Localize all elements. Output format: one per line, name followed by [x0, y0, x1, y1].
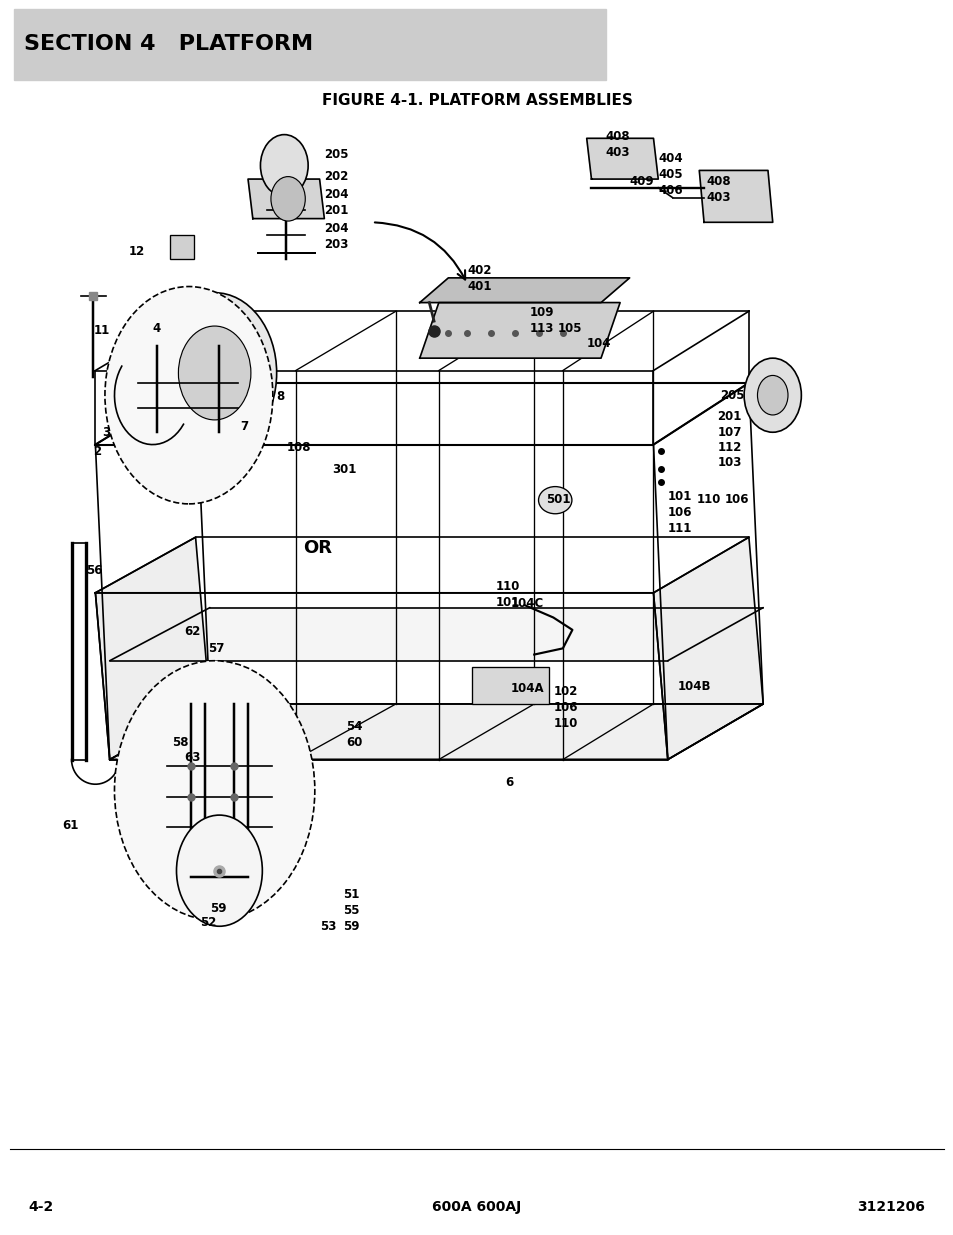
Circle shape — [152, 293, 276, 453]
Text: 110
101: 110 101 — [496, 580, 520, 609]
Text: 52: 52 — [200, 916, 216, 930]
Text: 104B: 104B — [677, 680, 710, 694]
FancyBboxPatch shape — [14, 9, 605, 80]
Polygon shape — [699, 170, 772, 222]
Text: 501: 501 — [545, 493, 570, 506]
Text: 7: 7 — [240, 420, 249, 433]
Text: 104A: 104A — [510, 682, 543, 695]
Text: 107: 107 — [717, 426, 741, 440]
Text: 106: 106 — [724, 493, 749, 506]
Polygon shape — [110, 704, 762, 760]
Polygon shape — [419, 278, 629, 303]
Circle shape — [176, 815, 262, 926]
Text: 600A 600AJ: 600A 600AJ — [432, 1200, 521, 1214]
Text: 301: 301 — [332, 463, 356, 477]
Text: 109
113: 109 113 — [529, 306, 554, 335]
Polygon shape — [110, 608, 762, 661]
Text: 110: 110 — [696, 493, 720, 506]
Text: SECTION 4   PLATFORM: SECTION 4 PLATFORM — [24, 35, 313, 54]
Text: 63: 63 — [184, 751, 200, 764]
Circle shape — [178, 326, 251, 420]
Circle shape — [260, 135, 308, 196]
Circle shape — [743, 358, 801, 432]
Text: 104: 104 — [586, 337, 611, 351]
Text: 102
106
110: 102 106 110 — [553, 685, 578, 730]
Text: 62: 62 — [184, 625, 200, 638]
Text: 404
405
406: 404 405 406 — [658, 152, 682, 196]
Text: 2: 2 — [93, 445, 102, 458]
Text: 4-2: 4-2 — [29, 1200, 53, 1214]
Text: 11: 11 — [93, 324, 110, 337]
Text: 408
403: 408 403 — [705, 175, 730, 204]
Polygon shape — [586, 138, 658, 179]
Text: 8: 8 — [276, 390, 285, 404]
Text: 108: 108 — [286, 441, 311, 454]
Circle shape — [271, 177, 305, 221]
Text: 51
55
59: 51 55 59 — [343, 888, 359, 932]
Text: 204: 204 — [324, 222, 349, 236]
Text: 408
403: 408 403 — [605, 130, 630, 158]
Text: 53: 53 — [319, 920, 335, 934]
Text: 103: 103 — [717, 456, 741, 469]
Text: 59: 59 — [210, 902, 226, 915]
Text: 205: 205 — [324, 148, 349, 162]
Text: 409: 409 — [629, 175, 654, 189]
FancyArrowPatch shape — [375, 222, 465, 279]
Text: OR: OR — [303, 540, 332, 557]
Text: 3121206: 3121206 — [857, 1200, 924, 1214]
Polygon shape — [653, 537, 762, 760]
Bar — [472, 667, 548, 704]
Text: FIGURE 4-1. PLATFORM ASSEMBLIES: FIGURE 4-1. PLATFORM ASSEMBLIES — [321, 93, 632, 107]
Text: 203: 203 — [324, 238, 349, 252]
Polygon shape — [248, 179, 324, 219]
Text: 105: 105 — [558, 322, 582, 336]
Ellipse shape — [537, 487, 572, 514]
Bar — [170, 235, 193, 259]
Text: 101
106
111: 101 106 111 — [667, 490, 692, 535]
Text: 201: 201 — [717, 410, 741, 424]
Text: 104C: 104C — [510, 597, 543, 610]
Text: 58: 58 — [172, 736, 188, 750]
Text: 12: 12 — [129, 245, 145, 258]
Text: 54
60: 54 60 — [346, 720, 362, 748]
Text: 205: 205 — [720, 389, 744, 403]
Text: 3: 3 — [102, 426, 111, 440]
Text: 202: 202 — [324, 170, 349, 184]
Polygon shape — [419, 303, 619, 358]
Circle shape — [105, 287, 273, 504]
Text: 204: 204 — [324, 188, 349, 201]
Text: 6: 6 — [505, 776, 514, 789]
Circle shape — [114, 661, 314, 920]
Text: 61: 61 — [62, 819, 78, 832]
Text: 57: 57 — [208, 642, 224, 656]
Text: 402
401: 402 401 — [467, 264, 492, 293]
Text: 56: 56 — [86, 564, 102, 578]
Text: 4: 4 — [152, 322, 161, 336]
Text: 201: 201 — [324, 204, 349, 217]
Text: 112: 112 — [717, 441, 741, 454]
Circle shape — [757, 375, 787, 415]
Polygon shape — [95, 537, 210, 760]
